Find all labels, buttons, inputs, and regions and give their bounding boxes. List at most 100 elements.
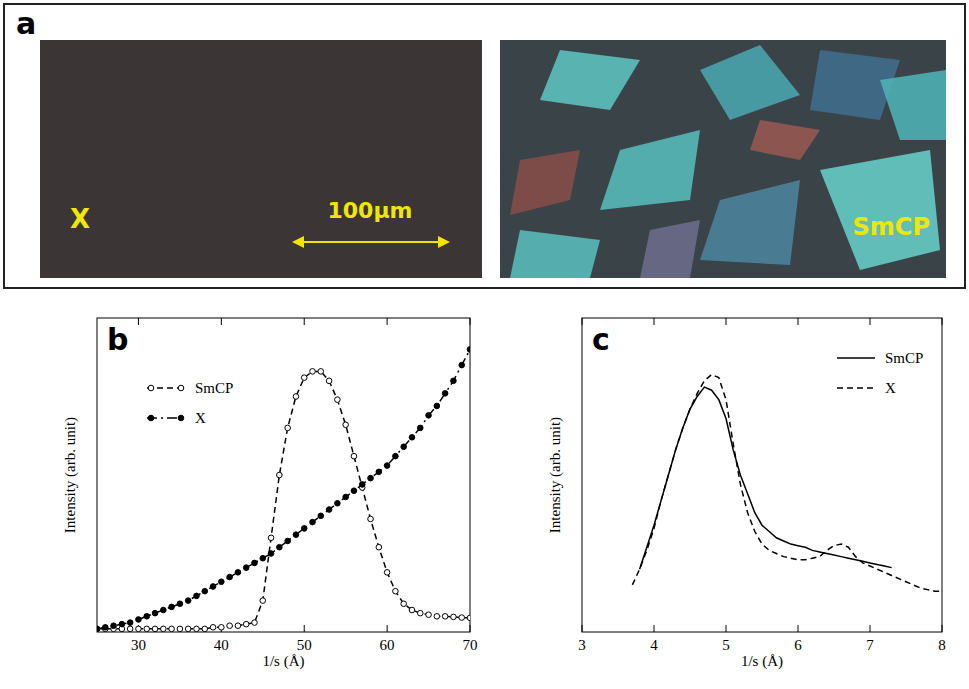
series-marker	[127, 620, 133, 626]
series-line	[97, 349, 470, 628]
x-tick-label: 8	[938, 637, 946, 653]
series-marker	[144, 626, 150, 632]
series-marker	[359, 482, 365, 488]
series-marker	[243, 565, 249, 571]
x-tick-label: 30	[131, 637, 146, 653]
series-marker	[459, 615, 465, 621]
series-marker	[102, 624, 108, 630]
panel-letter: a	[16, 6, 36, 41]
crystal-domain	[640, 220, 700, 278]
x-tick-label: 7	[866, 637, 874, 653]
legend-marker	[148, 385, 154, 391]
plot-frame	[582, 318, 942, 632]
series-marker	[401, 444, 407, 450]
x-tick-label: 6	[794, 637, 802, 653]
texture	[510, 45, 946, 278]
x-tick	[798, 318, 799, 325]
x-tick	[726, 625, 727, 632]
series-marker	[393, 588, 399, 594]
series-marker	[161, 607, 167, 613]
series-marker	[293, 532, 299, 538]
legend: SmCP X	[837, 350, 923, 396]
x-tick-label: 5	[722, 637, 730, 653]
series-marker	[111, 623, 117, 629]
series-marker	[227, 623, 233, 629]
x-tick	[726, 318, 727, 325]
legend-label: X	[885, 380, 896, 396]
y-axis-title: Intensity (arb. unit)	[62, 417, 79, 533]
x-tick-label: 60	[380, 637, 395, 653]
x-tick	[387, 625, 388, 632]
series-marker	[252, 560, 258, 566]
x-tick	[470, 318, 471, 325]
series-marker	[376, 544, 382, 550]
series-marker	[268, 551, 274, 557]
x-tick	[798, 625, 799, 632]
series-marker	[252, 620, 258, 626]
series-marker	[318, 369, 324, 375]
series-marker	[343, 422, 349, 428]
series-marker	[235, 623, 241, 629]
series-line	[640, 387, 892, 569]
x-tick-label: 50	[297, 637, 312, 653]
series-marker	[368, 475, 374, 481]
series-marker	[177, 601, 183, 607]
series-marker	[442, 614, 448, 620]
crystal-domain	[510, 230, 600, 278]
legend-label: SmCP	[885, 350, 923, 366]
figure: aX100μmSmCP30405060701/s (Å)Intensity (a…	[0, 0, 969, 689]
series-marker	[467, 615, 470, 621]
plot-frame	[97, 318, 470, 632]
arrow-head	[292, 236, 304, 248]
series-marker	[169, 604, 175, 610]
y-axis-title: Intensity (arb. unit)	[547, 417, 564, 533]
series-marker	[119, 621, 125, 627]
series-marker	[326, 378, 332, 384]
panel-letter: b	[107, 322, 128, 357]
chart: 3456781/s (Å)Intensity (arb. unit)cSmCPX	[547, 318, 946, 670]
series-marker	[285, 425, 291, 431]
series-marker	[426, 612, 432, 618]
series-marker	[326, 507, 332, 513]
legend-line	[837, 357, 875, 359]
series-marker	[451, 614, 457, 620]
series-marker	[310, 369, 316, 375]
panel-frame	[4, 4, 965, 288]
series-marker	[144, 614, 150, 620]
x-tick	[304, 625, 305, 632]
x-tick	[470, 625, 471, 632]
scale-bar	[296, 241, 446, 243]
series-marker	[434, 403, 440, 409]
series-marker	[177, 626, 183, 632]
series-marker	[401, 601, 407, 607]
series-marker	[318, 513, 324, 519]
series-marker	[335, 397, 341, 403]
x-tick	[387, 318, 388, 325]
legend-marker	[148, 415, 154, 421]
series-marker	[442, 391, 448, 397]
series-marker	[268, 535, 274, 541]
series-marker	[161, 626, 167, 632]
plot-area	[97, 347, 470, 632]
series-marker	[97, 626, 100, 632]
series-marker	[127, 626, 133, 632]
series-marker	[219, 624, 225, 630]
legend-marker	[178, 415, 184, 421]
series-marker	[185, 598, 191, 604]
series-marker	[210, 584, 216, 590]
chart: 30405060701/s (Å)Intensity (arb. unit)bS…	[62, 318, 478, 670]
series-marker	[409, 435, 415, 441]
series-marker	[152, 626, 158, 632]
series-marker	[426, 413, 432, 419]
crystal-domain	[700, 45, 800, 120]
series-marker	[260, 555, 266, 561]
series-marker	[393, 453, 399, 459]
series-marker	[417, 610, 423, 616]
series-marker	[202, 588, 208, 594]
x-axis-title: 1/s (Å)	[262, 653, 304, 670]
series-line	[632, 375, 942, 592]
series-marker	[136, 617, 142, 623]
series-marker	[97, 626, 100, 632]
x-tick	[942, 318, 943, 325]
crystal-domain	[510, 150, 580, 215]
